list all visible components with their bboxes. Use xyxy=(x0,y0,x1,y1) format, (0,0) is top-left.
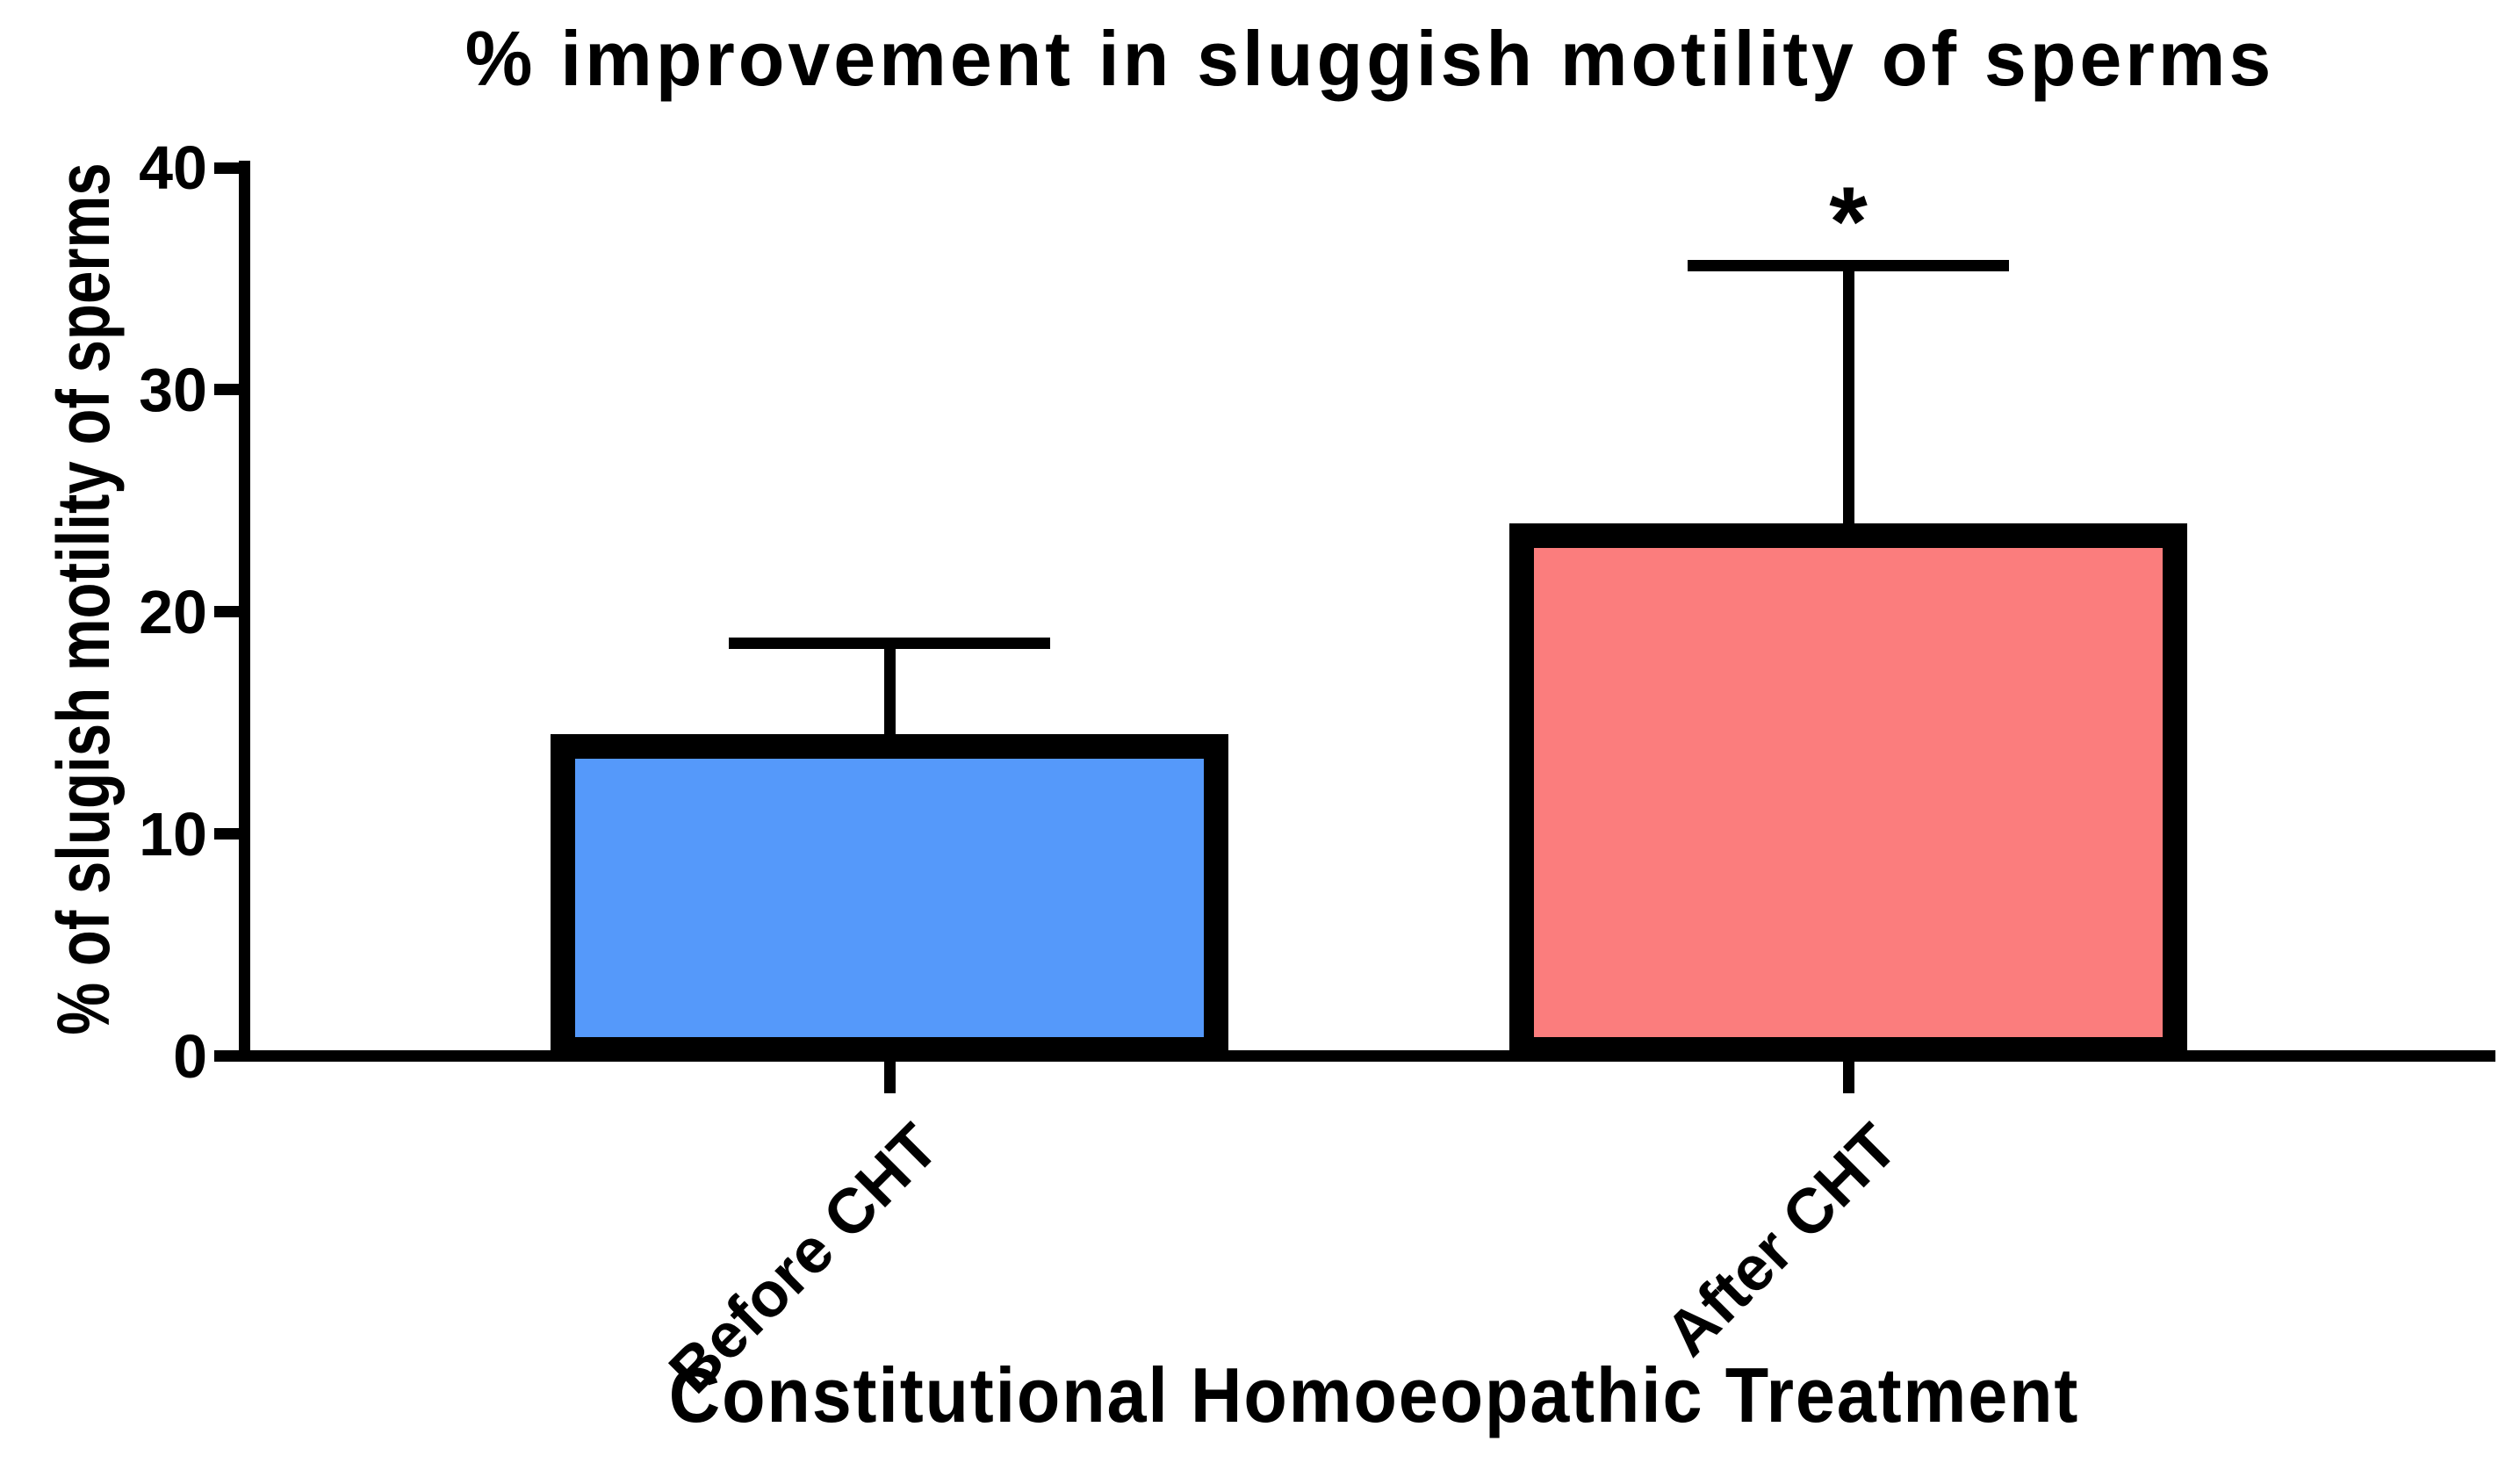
error-bar-cap xyxy=(1688,259,2009,271)
y-tick-label: 20 xyxy=(139,577,207,646)
x-tick-mark xyxy=(883,1062,896,1093)
bar-before-cht xyxy=(551,733,1228,1062)
significance-asterisk: * xyxy=(1829,167,1868,277)
y-tick-label: 40 xyxy=(139,133,207,202)
y-tick-mark xyxy=(214,1050,240,1062)
y-tick-mark xyxy=(214,162,240,174)
chart-title: % improvement in sluggish motility of sp… xyxy=(464,15,2275,102)
error-bar-cap xyxy=(729,637,1050,649)
y-tick-label: 30 xyxy=(139,355,207,424)
y-tick-mark xyxy=(214,828,240,840)
x-axis-title: Constitutional Homoeopathic Treatment xyxy=(668,1351,2080,1438)
bar-after-cht xyxy=(1509,522,2187,1062)
y-tick-mark xyxy=(214,606,240,618)
y-tick-mark xyxy=(214,384,240,396)
y-axis-line xyxy=(239,161,250,1062)
y-tick-label: 10 xyxy=(139,799,207,868)
error-bar-line xyxy=(1842,265,1854,559)
y-tick-label: 0 xyxy=(173,1021,207,1091)
x-tick-mark xyxy=(1842,1062,1854,1093)
